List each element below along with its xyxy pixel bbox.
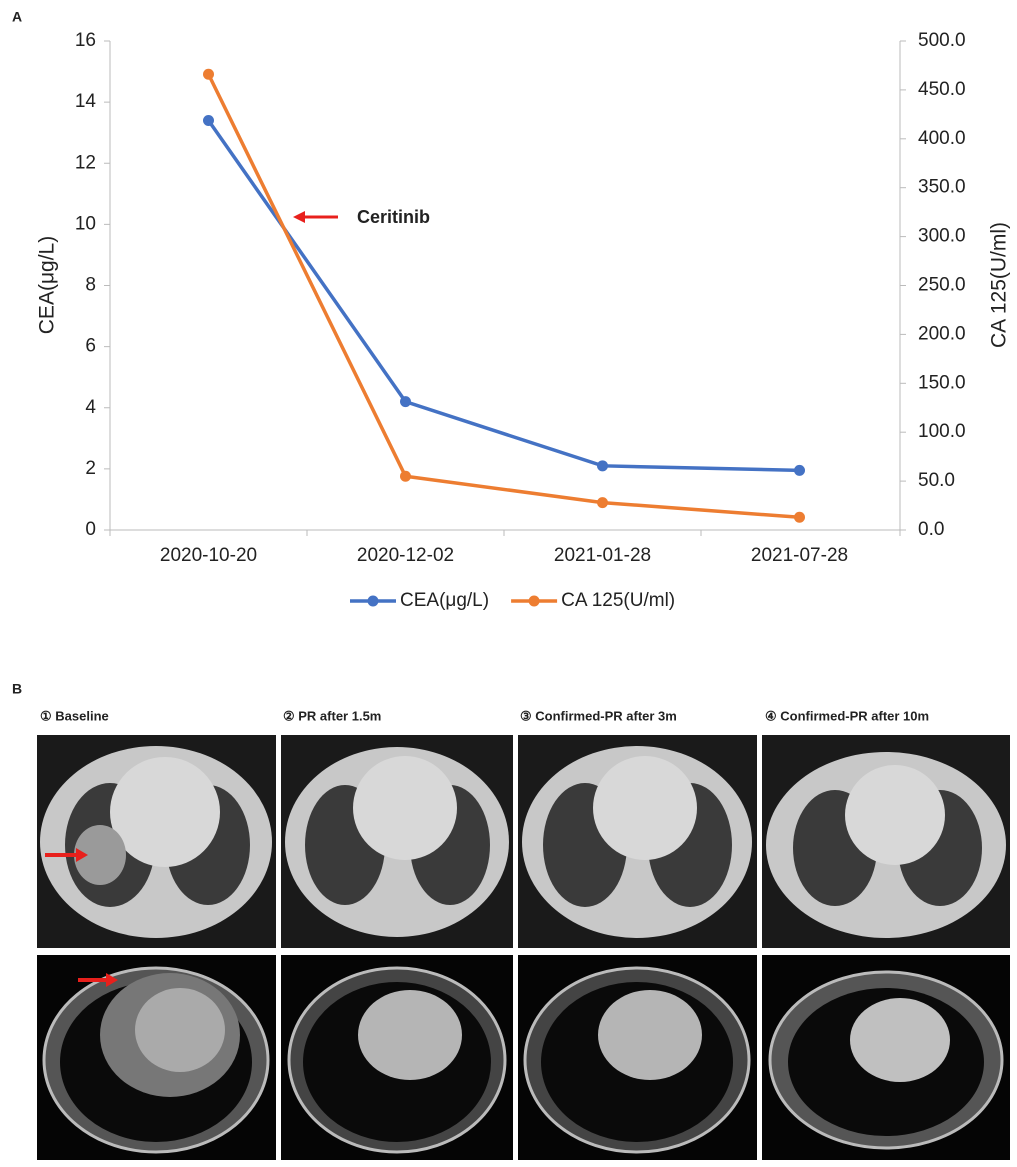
- point: [203, 114, 214, 126]
- y-tick-label: 10: [75, 213, 96, 234]
- legend-marker: [528, 595, 540, 607]
- ct-image: [37, 735, 276, 948]
- legend-marker: [367, 595, 379, 607]
- ct-image: [762, 955, 1010, 1160]
- legend-label: CA 125(U/ml): [561, 590, 675, 611]
- line: [207, 119, 800, 473]
- point: [794, 511, 805, 523]
- y-tick-label: 6: [85, 336, 96, 357]
- annotation: Ceritinib: [357, 207, 430, 227]
- ct-images: [37, 735, 1010, 1160]
- panel-label: A: [12, 9, 22, 25]
- image-caption: ① Baseline: [40, 708, 109, 723]
- line: [206, 73, 800, 520]
- y-tick-label: 16: [75, 30, 96, 51]
- point: [400, 470, 411, 482]
- y2-tick-label: 150.0: [918, 372, 966, 393]
- y2-tick-label: 0.0: [918, 519, 944, 540]
- y-tick-label: 2: [85, 458, 96, 479]
- ct-image: [281, 955, 513, 1160]
- point: [400, 396, 411, 408]
- image-caption: ② PR after 1.5m: [283, 708, 381, 723]
- y-tick-label: 8: [85, 275, 96, 296]
- y-tick-label: 12: [75, 152, 96, 173]
- ct-image: [281, 735, 513, 948]
- y2-tick-label: 200.0: [918, 323, 966, 344]
- y2-axis-title: CA 125(U/ml): [988, 222, 1011, 348]
- legend-label: CEA(μg/L): [400, 590, 489, 611]
- image-caption: ③ Confirmed-PR after 3m: [520, 708, 677, 723]
- x-tick-label: 2021-07-28: [751, 545, 848, 566]
- x-tick-label: 2020-12-02: [357, 545, 454, 566]
- y-tick-label: 14: [75, 91, 97, 112]
- ct-image: [518, 735, 757, 948]
- point: [597, 497, 608, 509]
- y2-tick-label: 100.0: [918, 421, 966, 442]
- y2-tick-label: 400.0: [918, 128, 966, 149]
- y2-tick-label: 50.0: [918, 470, 955, 491]
- ct-image: [37, 955, 276, 1160]
- y2-tick-label: 300.0: [918, 226, 966, 247]
- point: [203, 68, 214, 80]
- x-tick-label: 2020-10-20: [160, 545, 257, 566]
- y2-tick-label: 350.0: [918, 177, 966, 198]
- y-tick-label: 4: [85, 397, 96, 418]
- annotation-arrow-head: [293, 211, 305, 223]
- point: [794, 464, 805, 476]
- y-axis-title: CEA(μg/L): [36, 236, 59, 334]
- x-tick-label: 2021-01-28: [554, 545, 651, 566]
- point: [597, 460, 608, 472]
- ct-image: [518, 955, 757, 1160]
- y2-tick-label: 500.0: [918, 30, 966, 51]
- ct-image: [762, 735, 1010, 948]
- y-tick-label: 0: [85, 519, 96, 540]
- panel-label: B: [12, 681, 22, 697]
- y2-tick-label: 450.0: [918, 79, 966, 100]
- image-caption: ④ Confirmed-PR after 10m: [765, 708, 929, 723]
- y2-tick-label: 250.0: [918, 275, 966, 296]
